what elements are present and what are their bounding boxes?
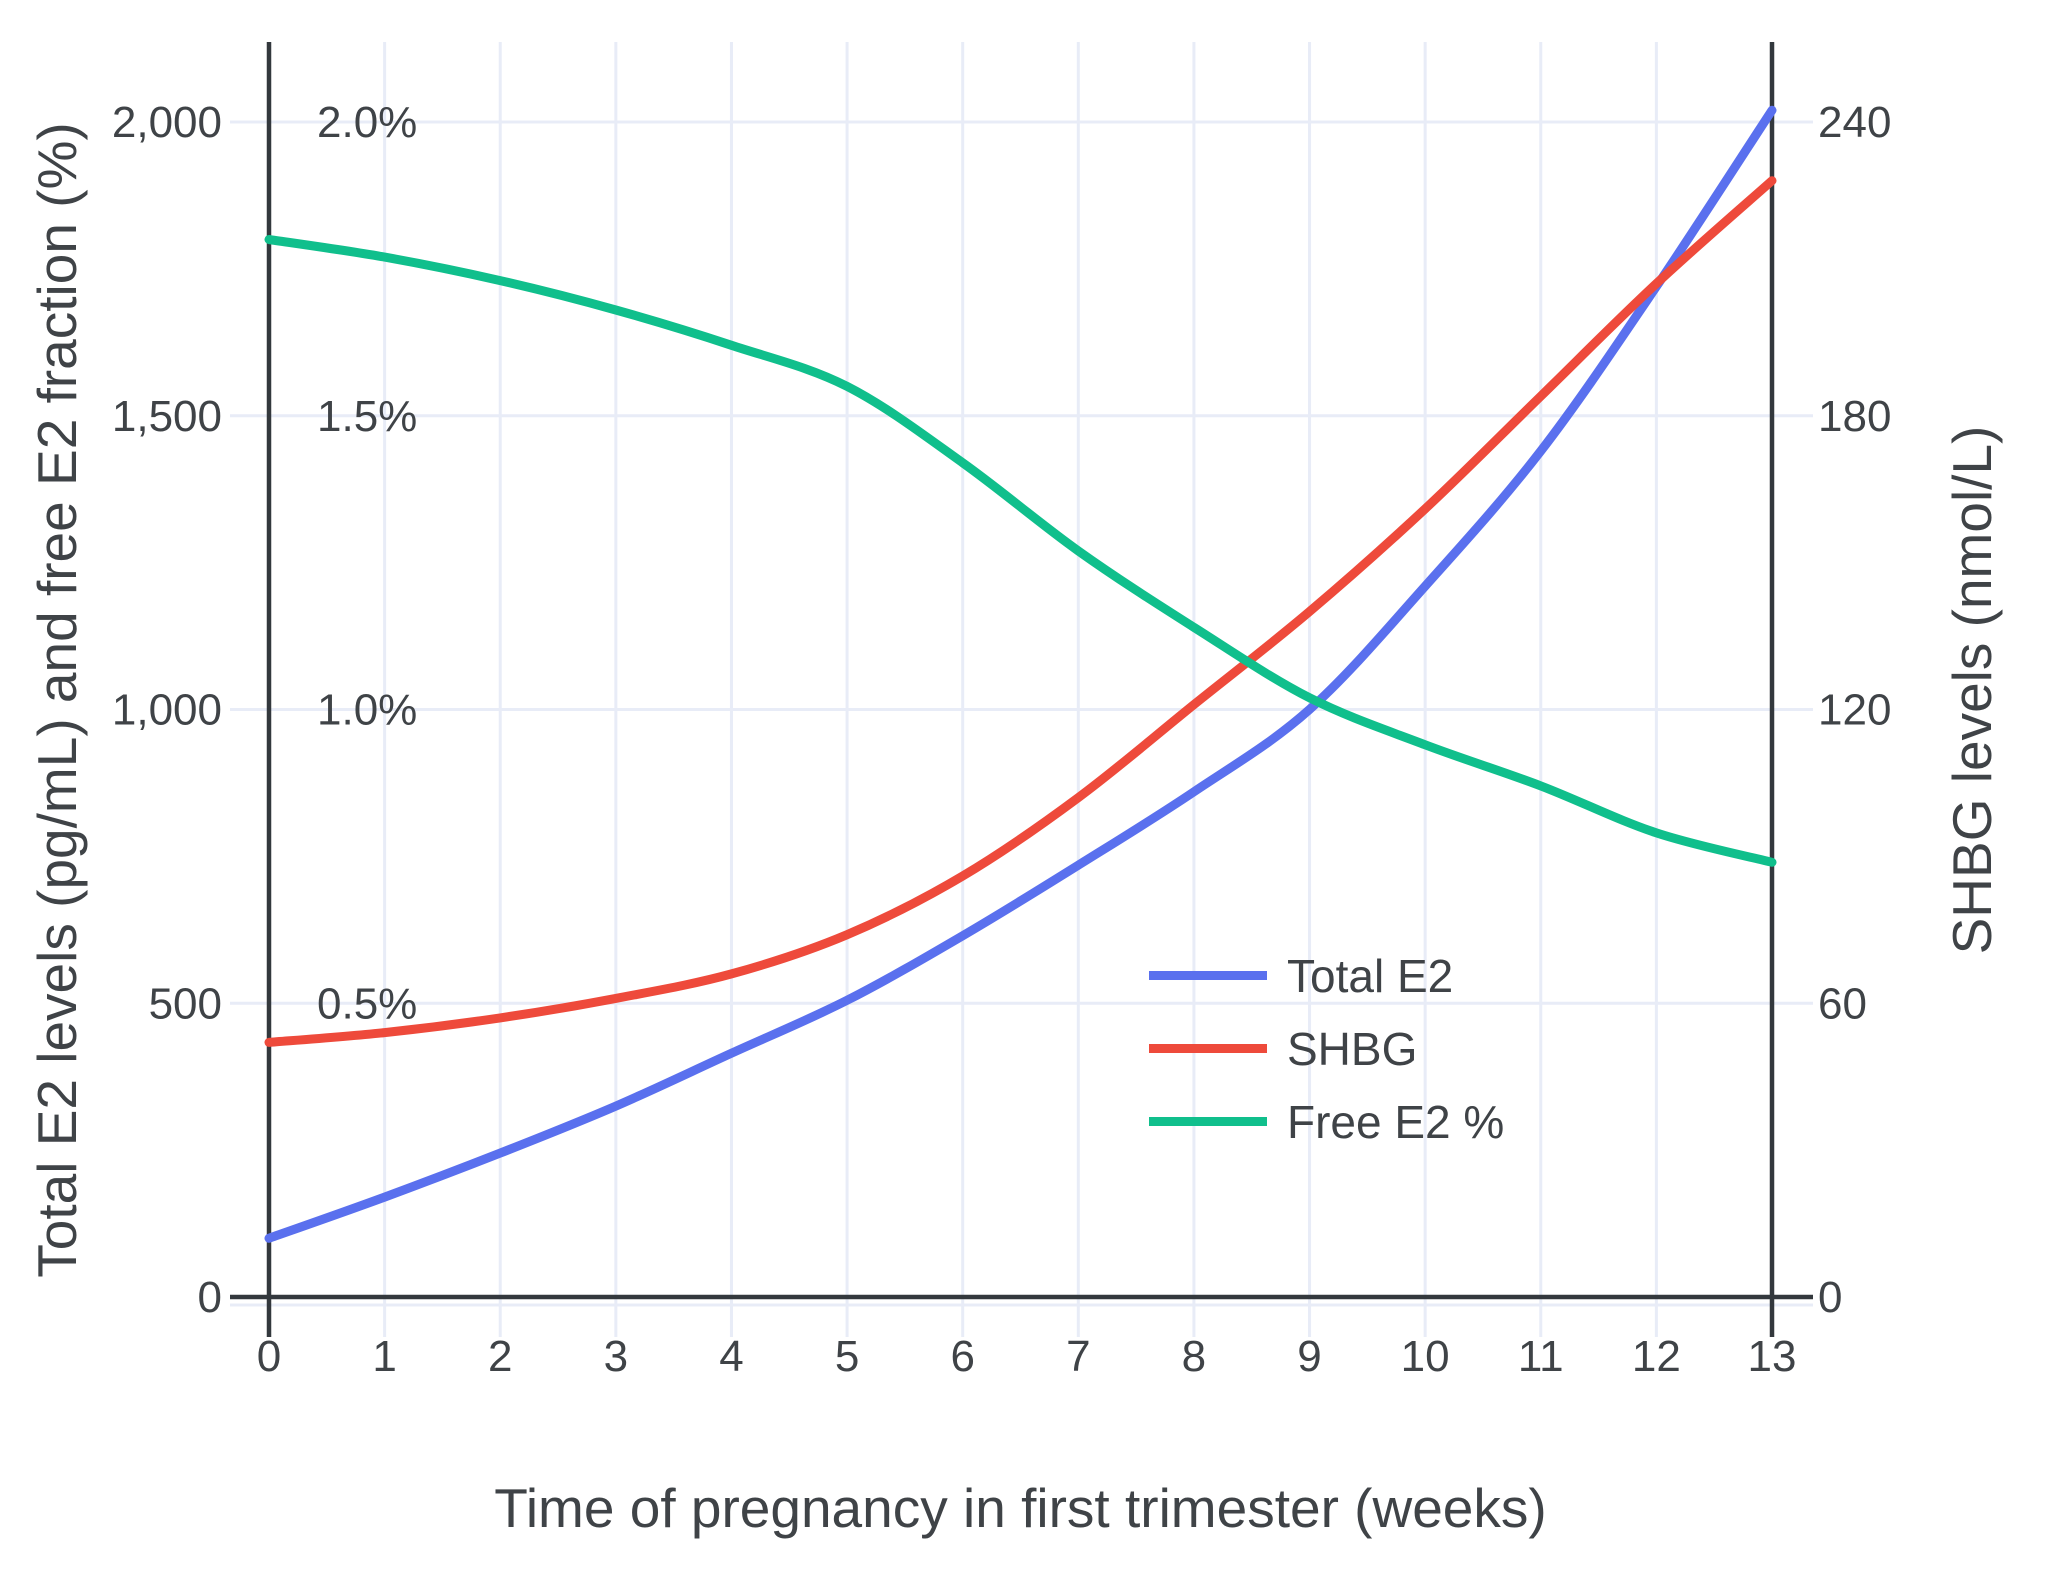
legend-label-shbg: SHBG xyxy=(1287,1022,1418,1075)
x-tick-label: 6 xyxy=(950,1332,974,1381)
axes xyxy=(230,42,1813,1337)
legend: Total E2 SHBG Free E2 % xyxy=(1149,939,1504,1158)
x-tick-label: 1 xyxy=(372,1332,396,1381)
x-tick-label: 8 xyxy=(1182,1332,1206,1381)
x-tick-label: 7 xyxy=(1066,1332,1090,1381)
right-tick-label: 0 xyxy=(1818,1273,1842,1322)
x-tick-label: 13 xyxy=(1748,1332,1797,1381)
percent-tick-label: 1.0% xyxy=(317,686,417,735)
percent-tick-label: 2.0% xyxy=(317,98,417,147)
left-tick-label: 0 xyxy=(198,1273,222,1322)
tick-labels: 05001,0001,5002,0000.5%1.0%1.5%2.0%06012… xyxy=(112,98,1892,1381)
x-tick-label: 10 xyxy=(1401,1332,1450,1381)
x-tick-label: 12 xyxy=(1632,1332,1681,1381)
right-axis-title: SHBG levels (nmol/L) xyxy=(1941,425,2003,955)
legend-line-shbg-icon xyxy=(1149,1044,1267,1053)
left-tick-label: 500 xyxy=(149,979,222,1028)
x-tick-label: 3 xyxy=(604,1332,628,1381)
legend-label-total-e2: Total E2 xyxy=(1287,949,1454,1002)
x-tick-label: 5 xyxy=(835,1332,859,1381)
legend-item-shbg[interactable]: SHBG xyxy=(1149,1012,1504,1085)
left-axis-title: Total E2 levels (pg/mL) and free E2 frac… xyxy=(26,122,88,1278)
legend-item-free-e2[interactable]: Free E2 % xyxy=(1149,1085,1504,1158)
x-tick-label: 4 xyxy=(719,1332,743,1381)
x-tick-label: 0 xyxy=(257,1332,281,1381)
right-tick-label: 120 xyxy=(1818,686,1891,735)
percent-tick-label: 0.5% xyxy=(317,979,417,1028)
series-lines xyxy=(264,105,1777,1243)
x-axis-title: Time of pregnancy in first trimester (we… xyxy=(494,1477,1547,1539)
series-line-free-e2- xyxy=(264,235,1777,867)
right-tick-label: 180 xyxy=(1818,392,1891,441)
legend-item-total-e2[interactable]: Total E2 xyxy=(1149,939,1504,1012)
legend-line-free-e2-icon xyxy=(1149,1117,1267,1126)
right-tick-label: 240 xyxy=(1818,98,1891,147)
left-tick-label: 2,000 xyxy=(112,98,222,147)
gridlines xyxy=(230,42,1813,1337)
percent-tick-label: 1.5% xyxy=(317,392,417,441)
series-line-shbg xyxy=(264,176,1777,1047)
right-tick-label: 60 xyxy=(1818,979,1867,1028)
left-tick-label: 1,500 xyxy=(112,392,222,441)
x-tick-label: 2 xyxy=(488,1332,512,1381)
series-line-total-e2 xyxy=(264,105,1777,1243)
legend-label-free-e2: Free E2 % xyxy=(1287,1095,1505,1148)
left-tick-label: 1,000 xyxy=(112,686,222,735)
legend-line-total-e2-icon xyxy=(1149,971,1267,980)
x-tick-label: 9 xyxy=(1297,1332,1321,1381)
x-tick-label: 11 xyxy=(1518,1332,1564,1381)
